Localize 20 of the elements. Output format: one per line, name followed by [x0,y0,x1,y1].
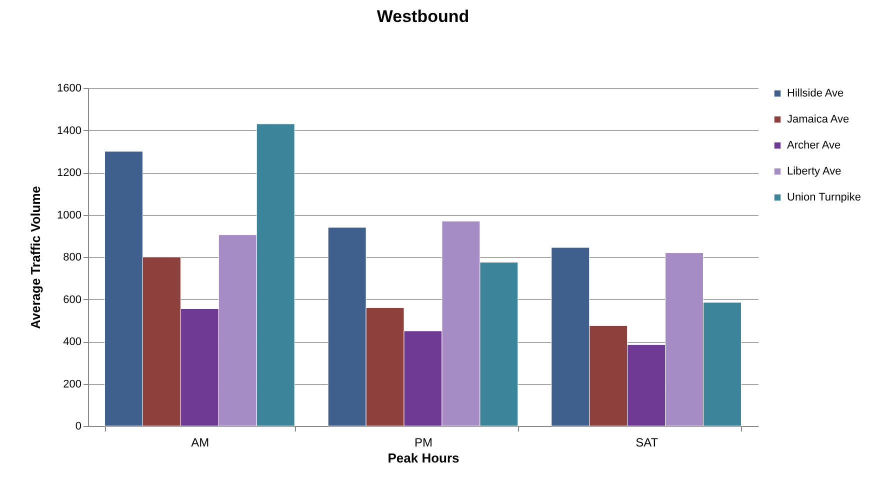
y-tick-label: 0 [75,420,82,432]
y-tick-label: 1600 [57,82,82,94]
y-axis-title: Average Traffic Volume [28,186,44,330]
y-tick-label: 800 [63,252,82,264]
x-tick-label: SAT [636,436,659,450]
chart-title: Westbound [376,7,470,26]
y-tick-label: 400 [63,336,82,348]
y-tick-label: 1400 [57,124,82,137]
legend-label: Hillside Ave [787,88,844,100]
x-tick-label: PM [414,436,433,450]
legend-label: Liberty Ave [787,166,842,178]
x-tick-label: AM [191,436,210,450]
legend-label: Union Turnpike [787,192,861,204]
y-tick-label: 1000 [57,209,82,222]
legend-label: Jamaica Ave [787,114,850,126]
x-axis-title: Peak Hours [388,450,460,466]
y-tick-label: 600 [63,294,82,306]
y-tick-label: 200 [63,378,82,390]
legend-label: Archer Ave [787,140,841,152]
y-tick-label: 1200 [57,167,82,179]
